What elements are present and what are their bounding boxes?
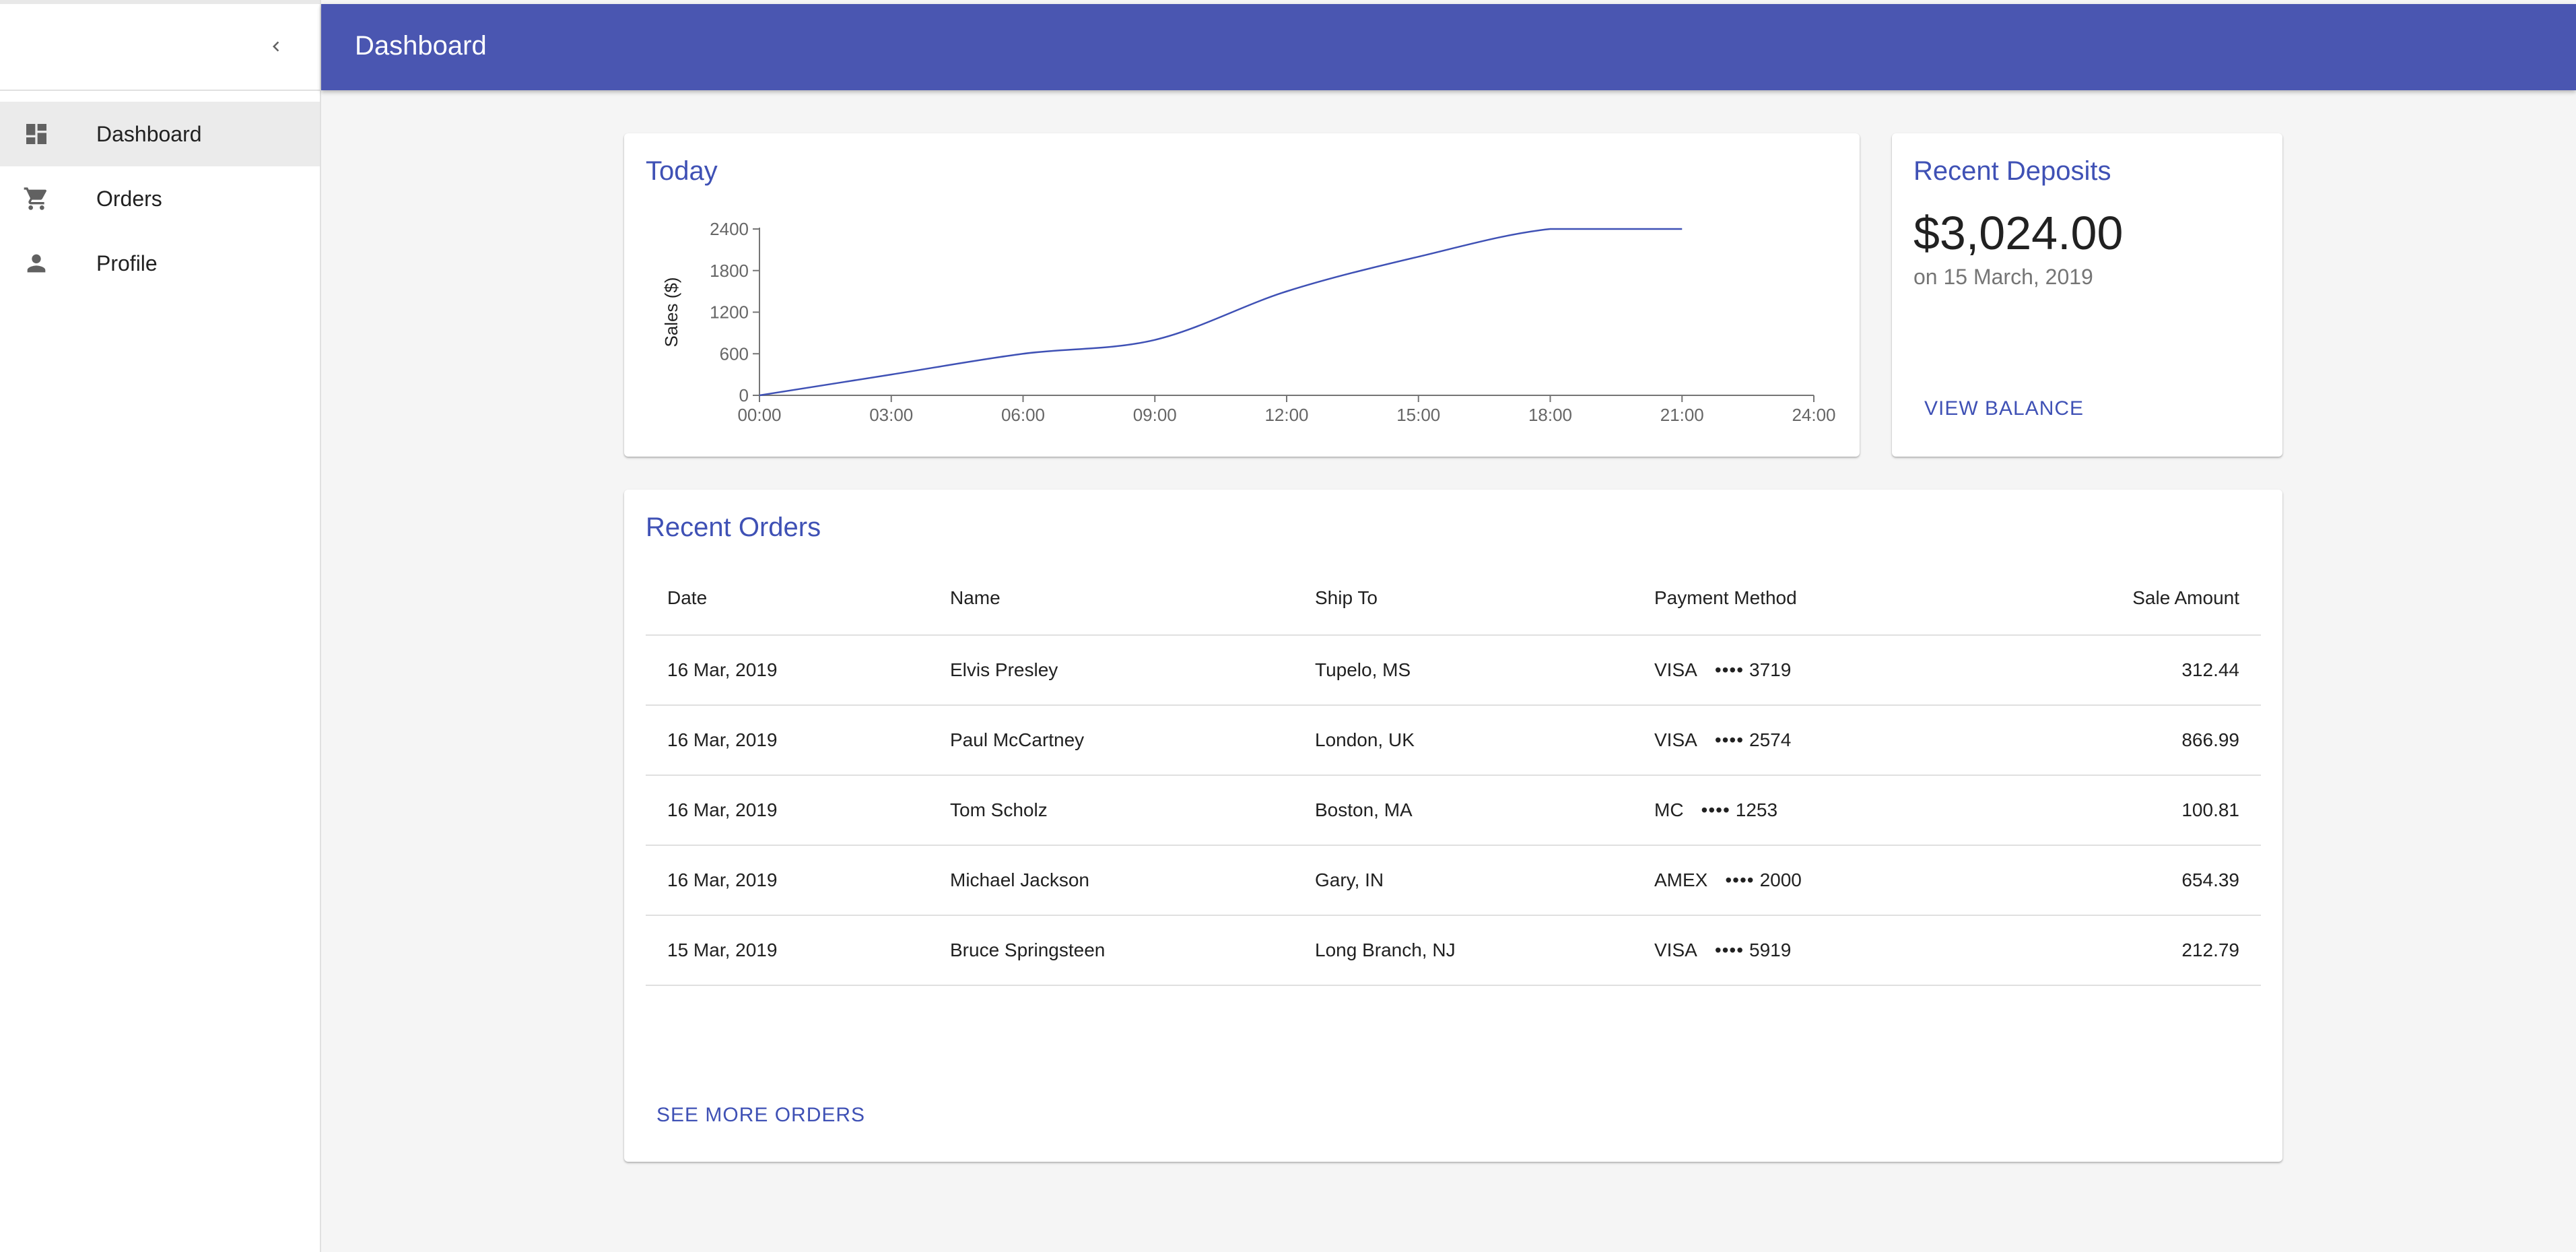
chevron-left-icon [273,41,279,52]
card-last4: 2000 [1759,869,1802,890]
column-header-ship-to: Ship To [1293,561,1633,636]
card-mask: •••• [1701,799,1730,820]
sidebar-top-border [0,0,320,4]
order-date: 16 Mar, 2019 [646,705,928,776]
order-date: 16 Mar, 2019 [646,635,928,706]
recent-orders-card: Recent Orders Date Name Ship To Payment … [624,490,2282,1162]
order-amount: 312.44 [1969,635,2261,706]
x-tick-label: 00:00 [737,405,781,425]
y-tick-label: 600 [720,343,749,364]
column-header-name: Name [928,561,1293,636]
sidebar-divider [0,90,320,91]
card-mask: •••• [1714,659,1744,680]
deposits-title: Recent Deposits [1913,156,2111,186]
y-tick-label: 1800 [710,261,749,281]
shopping-cart-icon [24,187,47,210]
order-ship-to: Boston, MA [1293,775,1633,846]
y-tick-label: 1200 [710,302,749,323]
x-tick-label: 09:00 [1133,405,1177,425]
orders-table: Date Name Ship To Payment Method Sale Am… [646,561,2261,986]
column-header-date: Date [646,561,928,636]
order-ship-to: Gary, IN [1293,845,1633,916]
dashboard-icon [26,124,46,144]
order-payment-method: VISA •••• 3719 [1633,635,1969,706]
order-name: Michael Jackson [928,845,1293,916]
today-chart-title: Today [646,156,718,186]
table-row: 16 Mar, 2019 Elvis Presley Tupelo, MS VISA •… [646,635,2261,706]
order-payment-method: VISA •••• 2574 [1633,705,1969,776]
deposit-date: on 15 March, 2019 [1913,265,2093,289]
card-last4: 1253 [1735,799,1778,820]
see-more-orders-link[interactable]: SEE MORE ORDERS [656,1104,866,1126]
card-type: VISA [1654,729,1697,750]
order-amount: 212.79 [1969,915,2261,986]
collapse-drawer-button[interactable] [256,20,296,73]
order-payment-method: VISA •••• 5919 [1633,915,1969,986]
x-tick-label: 15:00 [1396,405,1440,425]
card-type: AMEX [1654,869,1708,890]
sales-line-chart: 00:00 03:00 06:00 09:00 12:00 15:00 18:00 21:00… [661,219,1836,425]
x-tick-label: 21:00 [1660,405,1704,425]
order-payment-method: MC •••• 1253 [1633,775,1969,846]
card-mask: •••• [1725,869,1755,890]
column-header-sale-amount: Sale Amount [1969,561,2261,636]
order-payment-method: AMEX •••• 2000 [1633,845,1969,916]
card-mask: •••• [1714,940,1744,960]
order-date: 16 Mar, 2019 [646,845,928,916]
order-name: Paul McCartney [928,705,1293,776]
y-tick-label: 0 [739,385,749,405]
deposit-amount: $3,024.00 [1913,207,2124,259]
sales-series-line [759,228,1683,397]
order-name: Elvis Presley [928,635,1293,706]
card-mask: •••• [1714,729,1744,750]
order-ship-to: London, UK [1293,705,1633,776]
table-row: 16 Mar, 2019 Michael Jackson Gary, IN AMEX •… [646,845,2261,916]
x-tick-label: 06:00 [1001,405,1045,425]
card-type: MC [1654,799,1684,820]
order-name: Bruce Springsteen [928,915,1293,986]
x-tick-label: 12:00 [1264,405,1308,425]
sidebar: Dashboard Orders Profile [0,0,321,1252]
order-amount: 866.99 [1969,705,2261,776]
card-last4: 2574 [1749,729,1792,750]
page-title: Dashboard [355,31,487,61]
x-tick-label: 24:00 [1792,405,1835,425]
table-row: 15 Mar, 2019 Bruce Springsteen Long Branch… [646,915,2261,986]
card-last4: 5919 [1749,940,1792,960]
order-ship-to: Tupelo, MS [1293,635,1633,706]
recent-deposits-card: Recent Deposits $3,024.00 on 15 March, 2… [1892,133,2282,457]
sidebar-item-label: Dashboard [96,121,202,146]
sidebar-item-orders[interactable]: Orders [0,166,320,231]
orders-title: Recent Orders [646,513,821,542]
y-tick-label: 2400 [710,219,749,239]
column-header-payment-method: Payment Method [1633,561,1969,636]
table-row: 16 Mar, 2019 Tom Scholz Boston, MA MC •••• 12… [646,775,2261,846]
card-type: VISA [1654,940,1697,960]
app-bar: Dashboard [321,4,2576,90]
table-row: 16 Mar, 2019 Paul McCartney London, UK VISA… [646,705,2261,776]
order-amount: 100.81 [1969,775,2261,846]
card-type: VISA [1654,659,1697,680]
x-tick-label: 18:00 [1528,405,1572,425]
x-tick-label: 03:00 [869,405,913,425]
order-amount: 654.39 [1969,845,2261,916]
view-balance-link[interactable]: VIEW BALANCE [1924,397,2084,420]
order-date: 15 Mar, 2019 [646,915,928,986]
person-icon [27,254,46,273]
order-date: 16 Mar, 2019 [646,775,928,846]
card-last4: 3719 [1749,659,1792,680]
order-ship-to: Long Branch, NJ [1293,915,1633,986]
today-chart-card: Today 00:00 03:00 06:00 09:00 12:00 15:00 18:0… [624,133,1860,457]
y-axis-label: Sales ($) [661,277,681,347]
order-name: Tom Scholz [928,775,1293,846]
sidebar-item-label: Profile [96,251,158,275]
sidebar-item-profile[interactable]: Profile [0,231,320,296]
sidebar-item-label: Orders [96,186,162,211]
sidebar-item-dashboard[interactable]: Dashboard [0,102,320,166]
table-header-row: Date Name Ship To Payment Method Sale Am… [646,561,2261,636]
